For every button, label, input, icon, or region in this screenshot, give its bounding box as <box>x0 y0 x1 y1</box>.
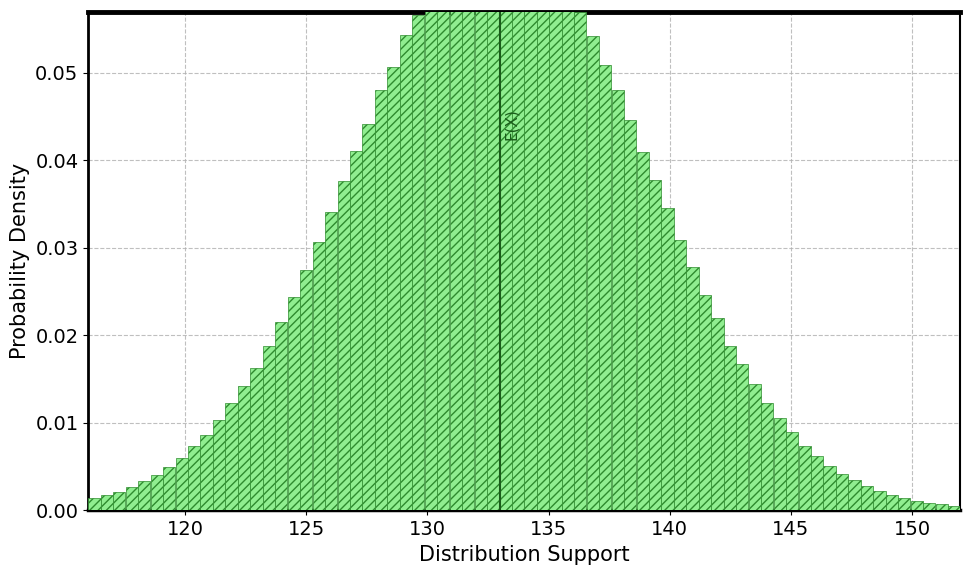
Bar <box>761 403 773 510</box>
Bar <box>188 446 200 510</box>
Bar <box>238 386 250 510</box>
Bar <box>923 503 935 510</box>
Bar <box>300 270 313 510</box>
Bar <box>275 322 287 510</box>
Bar <box>773 418 786 510</box>
Bar <box>612 90 624 510</box>
Bar <box>225 403 237 510</box>
Bar <box>201 434 213 510</box>
Bar <box>699 295 711 510</box>
Bar <box>474 0 487 510</box>
Bar <box>948 506 960 510</box>
Bar <box>337 182 350 510</box>
Bar <box>587 36 599 510</box>
Bar <box>599 65 612 510</box>
Bar <box>375 89 387 510</box>
Bar <box>325 212 337 510</box>
Bar <box>437 0 450 510</box>
Bar <box>387 67 400 510</box>
Bar <box>811 456 823 510</box>
Bar <box>400 35 412 510</box>
Bar <box>910 501 923 510</box>
Bar <box>886 495 898 510</box>
Bar <box>88 498 101 510</box>
Bar <box>163 466 175 510</box>
Bar <box>463 0 474 510</box>
Bar <box>749 384 760 510</box>
Bar <box>550 0 562 510</box>
Bar <box>313 242 324 510</box>
Bar <box>114 492 125 510</box>
Bar <box>138 481 150 510</box>
Bar <box>849 480 860 510</box>
Bar <box>363 124 374 510</box>
Bar <box>263 346 275 510</box>
Bar <box>450 0 462 510</box>
Bar <box>674 240 686 510</box>
Bar <box>424 0 437 510</box>
Bar <box>799 445 810 510</box>
X-axis label: Distribution Support: Distribution Support <box>419 545 629 565</box>
Bar <box>487 0 499 510</box>
Bar <box>836 474 848 510</box>
Bar <box>711 318 723 510</box>
Bar <box>562 0 574 510</box>
Bar <box>823 466 836 510</box>
Bar <box>537 0 549 510</box>
Bar <box>350 151 363 510</box>
Bar <box>512 0 524 510</box>
Bar <box>288 297 300 510</box>
Bar <box>873 491 886 510</box>
Bar <box>936 505 948 510</box>
Bar <box>860 487 873 510</box>
Bar <box>125 487 138 510</box>
Text: E(X): E(X) <box>504 108 518 140</box>
Bar <box>649 180 662 510</box>
Bar <box>213 420 225 510</box>
Bar <box>524 0 537 510</box>
Bar <box>250 368 263 510</box>
Bar <box>686 267 699 510</box>
Bar <box>899 498 910 510</box>
Bar <box>786 432 799 510</box>
Bar <box>175 458 188 510</box>
Bar <box>624 119 636 510</box>
Y-axis label: Probability Density: Probability Density <box>10 163 29 359</box>
Bar <box>574 12 586 510</box>
Bar <box>101 495 113 510</box>
Bar <box>413 15 424 510</box>
Bar <box>736 364 749 510</box>
Bar <box>724 346 736 510</box>
Bar <box>637 151 649 510</box>
Bar <box>151 474 163 510</box>
Bar <box>500 0 512 510</box>
Bar <box>662 208 673 510</box>
